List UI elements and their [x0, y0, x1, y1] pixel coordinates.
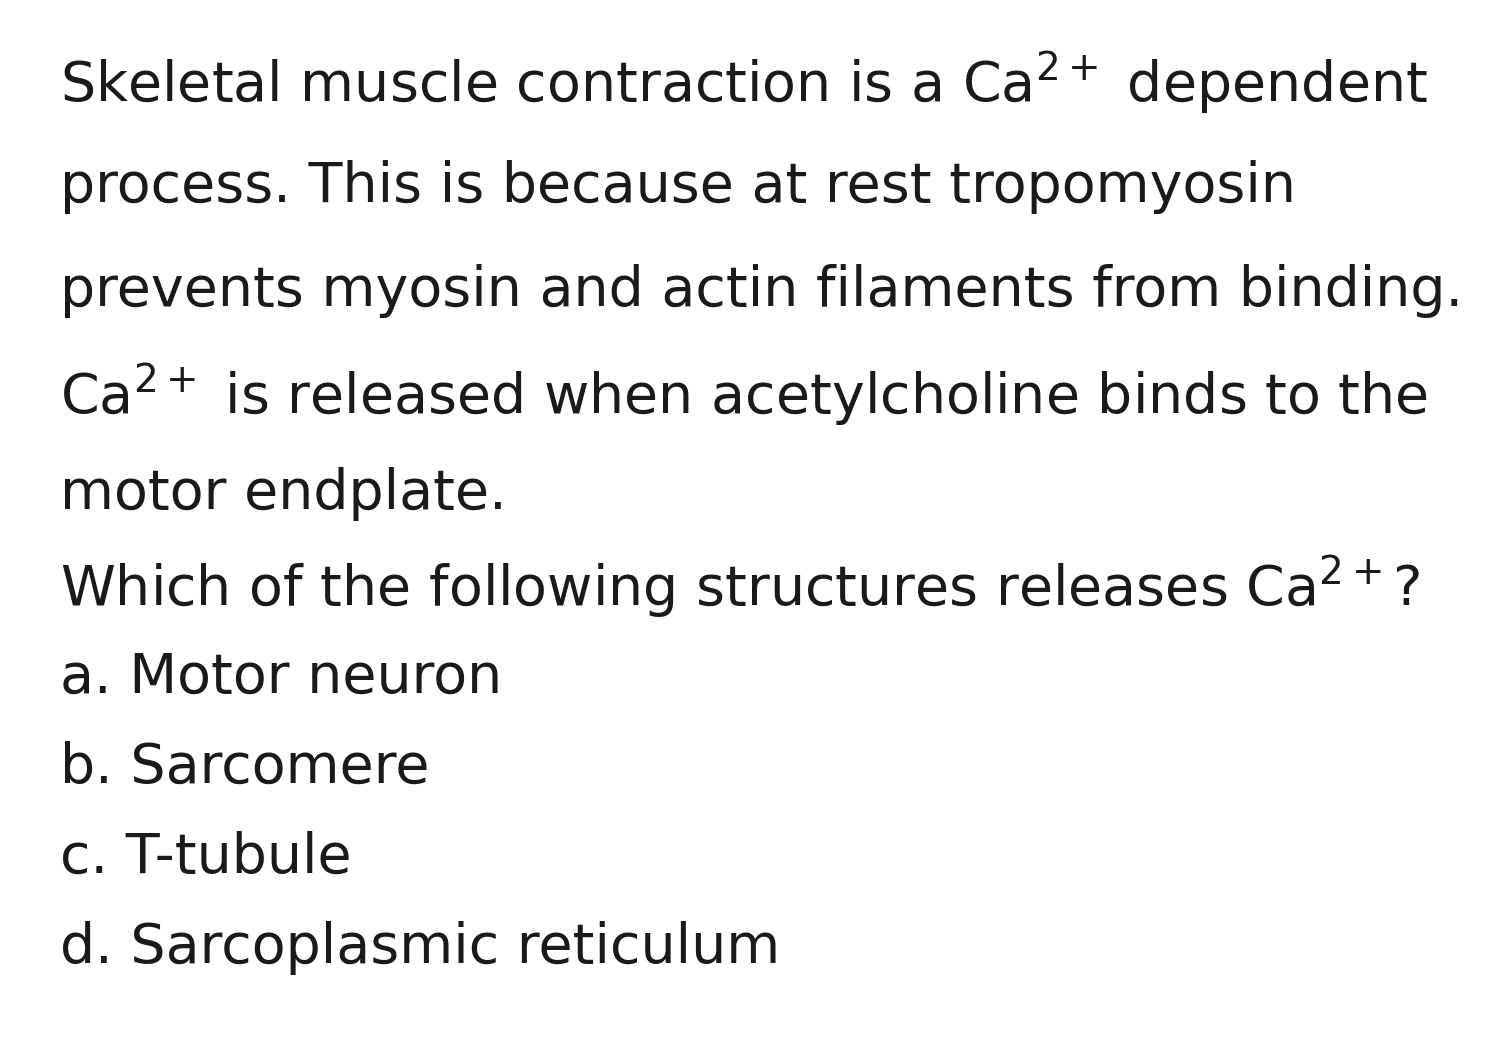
Text: Ca$^{2+}$ is released when acetylcholine binds to the: Ca$^{2+}$ is released when acetylcholine… — [60, 362, 1428, 428]
Text: prevents myosin and actin filaments from binding.: prevents myosin and actin filaments from… — [60, 264, 1462, 318]
Text: b. Sarcomere: b. Sarcomere — [60, 740, 429, 795]
Text: d. Sarcoplasmic reticulum: d. Sarcoplasmic reticulum — [60, 921, 780, 976]
Text: c. T-tubule: c. T-tubule — [60, 831, 351, 885]
Text: Which of the following structures releases Ca$^{2+}$?: Which of the following structures releas… — [60, 554, 1420, 621]
Text: a. Motor neuron: a. Motor neuron — [60, 651, 503, 705]
Text: Skeletal muscle contraction is a Ca$^{2+}$ dependent: Skeletal muscle contraction is a Ca$^{2+… — [60, 50, 1428, 116]
Text: motor endplate.: motor endplate. — [60, 467, 507, 521]
Text: process. This is because at rest tropomyosin: process. This is because at rest tropomy… — [60, 160, 1296, 214]
